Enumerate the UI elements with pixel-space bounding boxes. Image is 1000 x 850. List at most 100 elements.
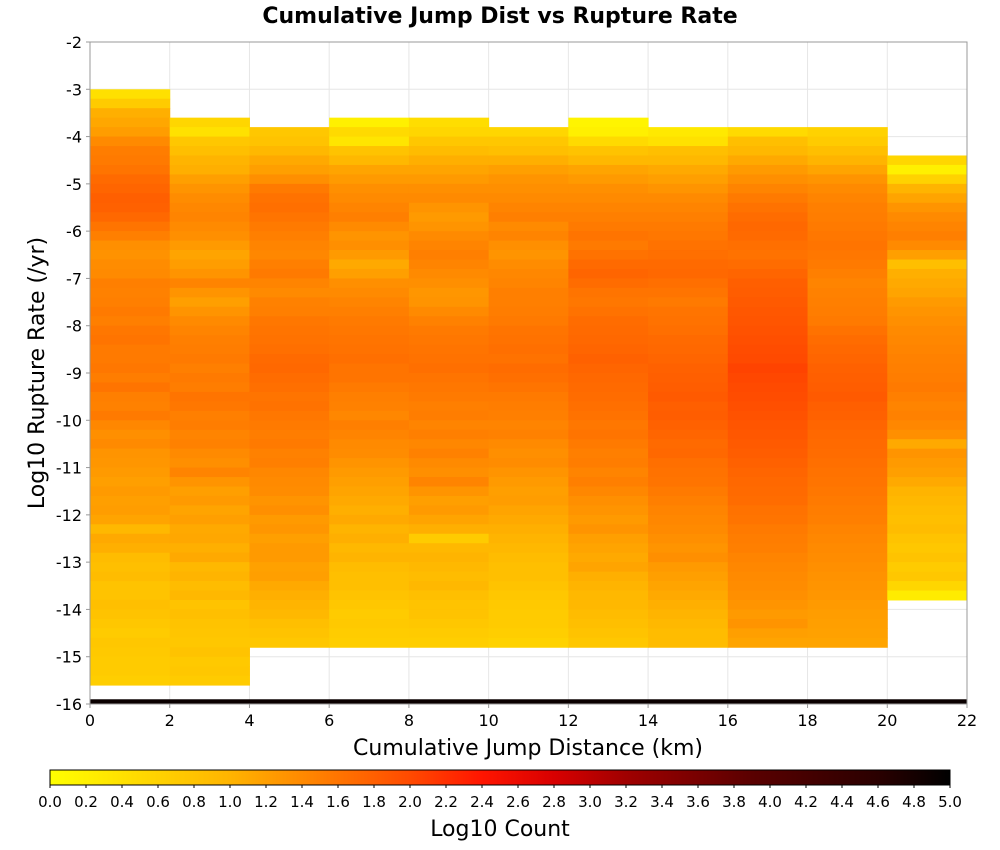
heatmap-cell xyxy=(568,231,649,242)
heatmap-cell xyxy=(727,373,809,383)
heatmap-cell xyxy=(488,448,569,459)
heatmap-cell xyxy=(887,562,968,573)
heatmap-cell xyxy=(568,344,649,355)
heatmap-cell xyxy=(807,382,888,393)
heatmap-cell xyxy=(169,164,250,175)
heatmap-cell xyxy=(727,268,809,279)
heatmap-cell xyxy=(727,467,809,478)
heatmap-cell xyxy=(488,599,569,610)
heatmap-cell xyxy=(648,590,729,601)
colorbar-tick-label: 3.2 xyxy=(614,793,638,811)
heatmap-cell xyxy=(807,268,888,279)
heatmap-cell xyxy=(488,354,569,365)
heatmap-cell xyxy=(408,524,490,535)
heatmap-cell xyxy=(329,259,410,270)
y-tick-label: -14 xyxy=(56,600,82,619)
heatmap-cell xyxy=(249,543,330,554)
heatmap-cell xyxy=(488,609,569,620)
heatmap-cell xyxy=(727,306,809,317)
heatmap-cell xyxy=(329,202,410,213)
heatmap-cell xyxy=(90,439,171,450)
heatmap-cell xyxy=(727,410,809,421)
heatmap-cell xyxy=(648,373,729,383)
heatmap-cell xyxy=(169,155,250,166)
heatmap-cell xyxy=(169,136,250,147)
heatmap-cell xyxy=(408,486,490,497)
heatmap-cell xyxy=(488,306,569,317)
heatmap-cell xyxy=(329,268,410,279)
heatmap-cell xyxy=(648,146,729,156)
heatmap-cell xyxy=(249,354,330,365)
heatmap-cell xyxy=(488,250,569,261)
heatmap-cell xyxy=(249,505,330,516)
heatmap-cell xyxy=(727,429,809,440)
heatmap-cell xyxy=(408,363,490,374)
heatmap-cell xyxy=(887,325,968,336)
heatmap-cell xyxy=(408,410,490,421)
heatmap-cell xyxy=(408,599,490,610)
heatmap-cell xyxy=(408,609,490,620)
heatmap-cell xyxy=(249,599,330,610)
heatmap-cell xyxy=(807,581,888,592)
heatmap-cell xyxy=(249,439,330,450)
heatmap-cell xyxy=(807,212,888,223)
heatmap-cell xyxy=(807,458,888,469)
heatmap-cell xyxy=(807,335,888,346)
heatmap-cell xyxy=(90,287,171,298)
heatmap-cell xyxy=(329,628,410,639)
heatmap-cell xyxy=(488,287,569,298)
heatmap-cell xyxy=(887,259,968,270)
heatmap-cell xyxy=(648,240,729,251)
heatmap-cell xyxy=(568,571,649,582)
heatmap-cell xyxy=(249,193,330,204)
heatmap-cell xyxy=(568,136,649,147)
heatmap-cell xyxy=(90,590,171,601)
heatmap-cell xyxy=(329,571,410,582)
heatmap-cell xyxy=(568,391,649,402)
heatmap-cell xyxy=(488,146,569,156)
heatmap-cell xyxy=(249,325,330,336)
heatmap-cell xyxy=(568,240,649,251)
heatmap-cell xyxy=(408,193,490,204)
heatmap-cell xyxy=(169,278,250,289)
heatmap-cell xyxy=(169,495,250,506)
heatmap-cell xyxy=(249,183,330,194)
heatmap-cell xyxy=(329,391,410,402)
heatmap-cell xyxy=(329,306,410,317)
heatmap-cell xyxy=(408,590,490,601)
heatmap-cell xyxy=(249,590,330,601)
heatmap-cell xyxy=(887,543,968,554)
heatmap-cell xyxy=(169,373,250,383)
heatmap-cell xyxy=(648,571,729,582)
heatmap-cell xyxy=(249,552,330,563)
heatmap-cell xyxy=(408,458,490,469)
heatmap-cell xyxy=(887,354,968,365)
heatmap-cell xyxy=(329,212,410,223)
heatmap-cell xyxy=(488,202,569,213)
heatmap-cell xyxy=(169,344,250,355)
heatmap-cell xyxy=(169,590,250,601)
heatmap-cell xyxy=(648,127,729,138)
heatmap-cell xyxy=(90,675,171,686)
heatmap-cell xyxy=(488,410,569,421)
heatmap-cell xyxy=(408,429,490,440)
heatmap-cell xyxy=(90,448,171,459)
heatmap-cell xyxy=(727,401,809,412)
heatmap-cell xyxy=(727,514,809,525)
heatmap-cell xyxy=(727,495,809,506)
heatmap-cell xyxy=(807,164,888,175)
heatmap-cell xyxy=(807,259,888,270)
heatmap-cell xyxy=(408,259,490,270)
heatmap-cell xyxy=(568,637,649,648)
heatmap-cell xyxy=(727,505,809,516)
heatmap-cell xyxy=(249,524,330,535)
colorbar-tick-label: 0.4 xyxy=(110,793,134,811)
heatmap-cell xyxy=(568,278,649,289)
heatmap-cell xyxy=(727,637,809,648)
heatmap-cell xyxy=(169,429,250,440)
heatmap-cell xyxy=(648,344,729,355)
heatmap-cell xyxy=(807,486,888,497)
heatmap-cell xyxy=(90,628,171,639)
heatmap-cell xyxy=(648,297,729,308)
heatmap-cell xyxy=(568,618,649,629)
